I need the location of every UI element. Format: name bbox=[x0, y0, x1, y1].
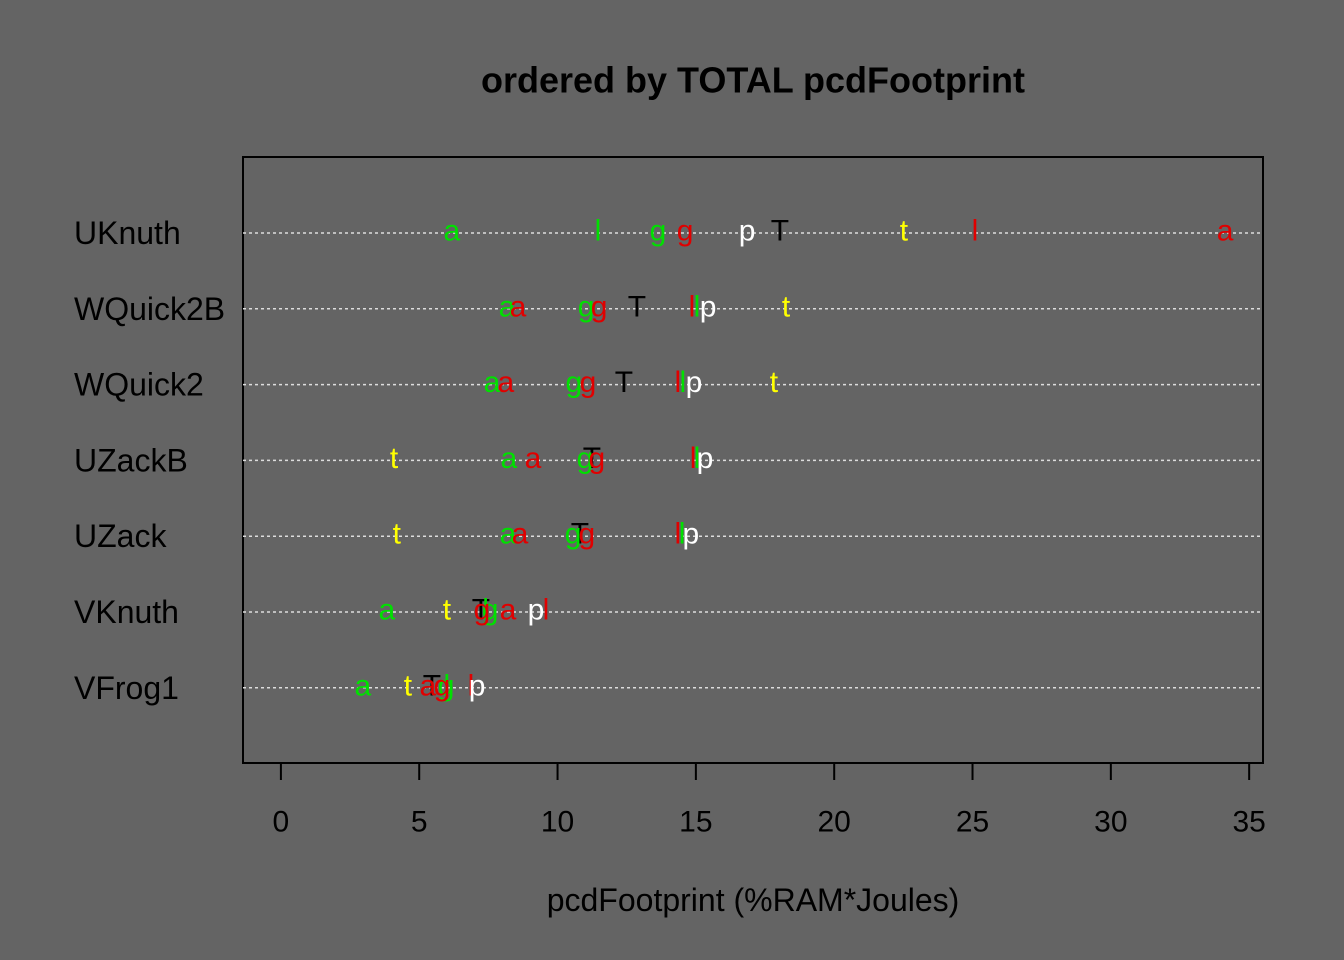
point-symbol: t bbox=[404, 669, 413, 702]
x-tick-label: 20 bbox=[818, 806, 851, 839]
point-symbol: a bbox=[484, 366, 501, 399]
point-symbol: g bbox=[591, 290, 608, 323]
x-tick-label: 5 bbox=[411, 806, 428, 839]
point-symbol: g bbox=[588, 442, 605, 475]
point-symbol: T bbox=[583, 442, 601, 475]
point-symbol: a bbox=[419, 669, 436, 702]
point-symbol: T bbox=[423, 669, 441, 702]
point-symbol: l bbox=[543, 594, 550, 627]
point-symbol: a bbox=[444, 215, 461, 248]
point-symbol: T bbox=[472, 594, 490, 627]
chart-title: ordered by TOTAL pcdFootprint bbox=[481, 60, 1025, 101]
point-symbol: p bbox=[739, 215, 756, 248]
point-symbol: a bbox=[500, 594, 517, 627]
point-symbol: g bbox=[438, 669, 455, 702]
point-symbol: l bbox=[444, 669, 451, 702]
point-symbol: g bbox=[579, 518, 596, 551]
y-category-label: VKnuth bbox=[74, 594, 179, 630]
x-tick-label: 0 bbox=[273, 806, 290, 839]
point-symbol: a bbox=[499, 290, 516, 323]
point-symbol: a bbox=[379, 594, 396, 627]
point-symbol: a bbox=[501, 442, 518, 475]
point-symbol: l bbox=[972, 215, 979, 248]
x-tick-label: 35 bbox=[1232, 806, 1265, 839]
point-symbol: g bbox=[650, 215, 667, 248]
point-symbol: p bbox=[700, 290, 717, 323]
point-symbol: T bbox=[571, 518, 589, 551]
point-symbol: t bbox=[782, 290, 791, 323]
point-symbol: g bbox=[434, 669, 451, 702]
x-tick-label: 10 bbox=[541, 806, 574, 839]
point-symbol: a bbox=[525, 442, 542, 475]
point-symbol: g bbox=[566, 366, 583, 399]
point-symbol: T bbox=[628, 290, 646, 323]
point-symbol: p bbox=[697, 442, 714, 475]
x-tick-label: 30 bbox=[1094, 806, 1127, 839]
point-symbol: T bbox=[615, 366, 633, 399]
y-category-label: WQuick2 bbox=[74, 367, 204, 403]
point-symbol: l bbox=[680, 366, 687, 399]
point-symbol: g bbox=[565, 518, 582, 551]
point-symbol: l bbox=[694, 442, 701, 475]
point-symbol: g bbox=[577, 442, 594, 475]
point-symbol: p bbox=[683, 518, 700, 551]
point-symbol: l bbox=[690, 442, 697, 475]
x-tick-label: 15 bbox=[679, 806, 712, 839]
point-symbol: T bbox=[771, 215, 789, 248]
point-symbol: g bbox=[580, 366, 597, 399]
x-axis-label: pcdFootprint (%RAM*Joules) bbox=[547, 882, 960, 918]
y-category-label: UZack bbox=[74, 518, 167, 554]
point-symbol: a bbox=[354, 669, 371, 702]
point-symbol: a bbox=[510, 290, 527, 323]
y-category-label: WQuick2B bbox=[74, 291, 225, 327]
point-symbol: l bbox=[595, 215, 602, 248]
x-tick-label: 25 bbox=[956, 806, 989, 839]
point-symbol: l bbox=[482, 594, 489, 627]
point-symbol: p bbox=[469, 669, 486, 702]
point-symbol: l bbox=[689, 290, 696, 323]
point-symbol: t bbox=[770, 366, 779, 399]
point-symbol: g bbox=[578, 290, 595, 323]
point-symbol: p bbox=[528, 594, 545, 627]
point-symbol: l bbox=[675, 366, 682, 399]
y-category-label: VFrog1 bbox=[74, 670, 179, 706]
point-symbol: a bbox=[1217, 215, 1234, 248]
y-category-label: UKnuth bbox=[74, 215, 181, 251]
point-symbol: g bbox=[677, 215, 694, 248]
point-symbol: t bbox=[390, 442, 399, 475]
point-symbol: a bbox=[512, 518, 529, 551]
y-category-label: UZackB bbox=[74, 442, 188, 478]
point-symbol: l bbox=[468, 669, 475, 702]
point-symbol: t bbox=[443, 594, 452, 627]
point-symbol: a bbox=[500, 518, 517, 551]
point-symbol: p bbox=[686, 366, 703, 399]
point-symbol: l bbox=[679, 518, 686, 551]
point-symbol: l bbox=[694, 290, 701, 323]
point-symbol: t bbox=[900, 215, 909, 248]
point-symbol: t bbox=[393, 518, 402, 551]
point-symbol: g bbox=[482, 594, 499, 627]
point-symbol: g bbox=[474, 594, 491, 627]
point-symbol: a bbox=[497, 366, 514, 399]
point-symbol: l bbox=[675, 518, 682, 551]
